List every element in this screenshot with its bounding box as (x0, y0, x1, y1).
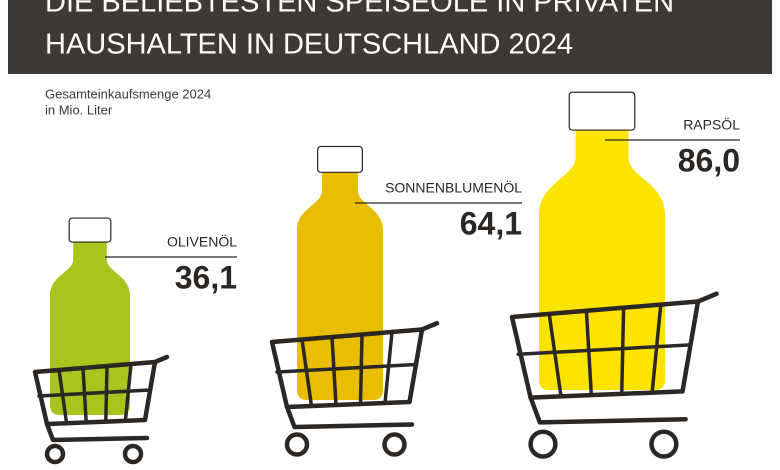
cart-wheel (44, 443, 66, 465)
header-band (8, 0, 772, 74)
chart-title: DIE BELIEBTESTEN SPEISEÖLE IN PRIVATEN (45, 0, 674, 19)
subtitle: in Mio. Liter (45, 102, 113, 117)
cart-frame (528, 395, 688, 425)
cart-basket (32, 359, 158, 427)
bottle-cap (317, 145, 363, 173)
cart-wheel (528, 429, 558, 459)
cart-wheel (382, 432, 407, 457)
bottle (539, 130, 665, 390)
cart-handle (419, 321, 440, 332)
category-label: OLIVENÖL (167, 233, 237, 250)
cart-wheel (284, 432, 310, 457)
cart-basket (269, 327, 425, 410)
cart-handle (152, 354, 170, 365)
cart-bar (619, 305, 626, 396)
cart-frame (44, 421, 150, 443)
cart-bar (584, 309, 594, 397)
bottle-cap (68, 217, 112, 243)
cart-bar (57, 368, 69, 425)
cart-frame (284, 404, 415, 430)
cart-bar (330, 335, 338, 407)
cart-bar (516, 343, 692, 356)
cart-wheel (122, 443, 144, 465)
category-label: SONNENBLUMENÖL (385, 179, 522, 196)
chart-title: HAUSHALTEN IN DEUTSCHLAND 2024 (45, 29, 573, 61)
cart-bar (275, 362, 418, 374)
value-label: 36,1 (175, 259, 237, 295)
subtitle: Gesamteinkaufsmenge 2024 (45, 86, 211, 101)
bottle-cap (568, 91, 636, 131)
cart-wheel (649, 429, 679, 459)
cart-bar (300, 337, 314, 408)
cart-handle (695, 291, 719, 304)
value-label: 64,1 (460, 205, 522, 241)
cart-bar (37, 388, 152, 398)
cart-basket (509, 299, 701, 400)
cart-bar (650, 302, 663, 395)
bottle (50, 242, 130, 415)
category-label: RAPSÖL (683, 116, 740, 133)
cart-bar (547, 312, 563, 399)
cart-bar (358, 332, 364, 406)
value-label: 86,0 (678, 142, 740, 178)
